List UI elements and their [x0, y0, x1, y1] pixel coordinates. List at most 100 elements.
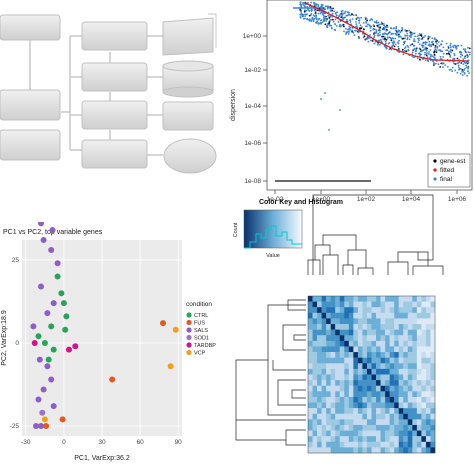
pca-point-ctrl	[35, 333, 42, 340]
heatmap-cell	[326, 408, 331, 414]
heatmap-cell	[416, 374, 422, 381]
heatmap-cell	[407, 335, 413, 342]
disp-point	[332, 20, 335, 23]
heatmap-cell	[403, 436, 408, 442]
heatmap-cell	[416, 363, 422, 370]
disp-point	[448, 69, 451, 71]
disp-point	[340, 16, 343, 19]
disp-point	[420, 50, 423, 52]
heatmap-cell	[398, 391, 404, 398]
heatmap-cell	[321, 380, 327, 386]
pca-point-sals	[35, 396, 42, 403]
heatmap-cell	[321, 368, 327, 375]
disp-point	[370, 39, 372, 42]
disp-point	[300, 9, 303, 12]
heatmap-cell	[371, 318, 377, 325]
heatmap-cell	[366, 352, 372, 358]
heatmap-cell	[398, 301, 404, 308]
heatmap-svg: Color Key and Histogram Count Value	[233, 194, 444, 454]
disp-point	[327, 14, 330, 17]
heatmap-cell	[326, 430, 331, 437]
heatmap-cell	[326, 436, 331, 442]
disp-point	[341, 24, 344, 26]
heatmap-cell	[398, 424, 404, 431]
disp-point	[468, 53, 471, 56]
disp-point	[449, 44, 452, 47]
heatmap-cell	[326, 419, 331, 426]
heatmap-cell	[366, 430, 372, 437]
disp-point	[415, 49, 418, 52]
heatmap-cell	[394, 296, 399, 302]
disp-point	[453, 62, 456, 65]
heatmap-cell	[357, 352, 363, 358]
heatmap-cell	[403, 441, 408, 448]
heatmap-cell	[321, 424, 327, 431]
heatmap-cell	[362, 312, 368, 319]
disp-legend: gene-est fitted final	[427, 153, 471, 188]
disp-point	[340, 10, 343, 13]
heatmap-cell	[394, 352, 399, 358]
heatmap-cell	[344, 363, 350, 370]
pca-point-sals	[36, 356, 43, 363]
disp-point	[405, 50, 407, 53]
disp-point	[436, 43, 438, 45]
heatmap-cell	[425, 368, 431, 375]
heatmap-cell	[412, 335, 418, 342]
heatmap-cell	[376, 357, 381, 364]
heatmap-cell	[353, 363, 359, 370]
heatmap-cell	[312, 424, 318, 431]
heatmap-cell	[380, 312, 386, 319]
heatmap-cell	[380, 436, 386, 442]
heatmap-cell	[312, 408, 318, 414]
heatmap-cell	[330, 424, 336, 431]
heatmap-cell	[326, 307, 331, 314]
heatmap-cell	[412, 436, 418, 442]
heatmap-cell	[412, 318, 418, 325]
disp-xtick-3: 1e+02	[357, 196, 376, 203]
disp-point	[433, 50, 436, 53]
heatmap-cell	[312, 419, 318, 426]
disp-point	[372, 24, 375, 26]
heatmap-cell	[371, 424, 377, 431]
disp-ytick-5: 1e-08	[244, 178, 261, 185]
heatmap-cell	[308, 441, 313, 448]
heatmap-cell	[326, 447, 331, 454]
heatmap-cell	[308, 385, 313, 392]
heatmap-cell	[348, 391, 354, 398]
heatmap-cell	[394, 318, 399, 325]
pca-point-sals	[48, 247, 55, 253]
heatmap-cell	[385, 296, 390, 302]
heatmap-cell	[312, 324, 318, 330]
heatmap-cell	[425, 363, 431, 370]
disp-point	[424, 48, 426, 51]
disp-point	[435, 49, 438, 52]
disp-point	[385, 38, 388, 41]
disp-point	[408, 38, 411, 41]
heatmap-cell	[348, 402, 354, 409]
heatmap-cell	[339, 368, 345, 375]
disp-point	[418, 58, 421, 61]
disp-point	[459, 72, 462, 75]
heatmap-cell	[348, 408, 354, 414]
heatmap-cell	[371, 385, 377, 392]
disp-point	[354, 29, 356, 32]
disp-point	[465, 64, 467, 67]
heatmap-cell	[344, 296, 350, 302]
heatmap-cell	[380, 363, 386, 370]
heatmap-cell	[308, 296, 313, 302]
heatmap-cell	[398, 396, 404, 403]
heatmap-cell	[385, 357, 390, 364]
heatmap-cell	[371, 296, 377, 302]
flow-box-3	[0, 129, 61, 161]
heatmap-cell	[425, 391, 431, 398]
heatmap-cell	[317, 402, 322, 409]
disp-point	[434, 45, 437, 47]
heatmap-cell	[362, 374, 368, 381]
heatmap-cell	[317, 307, 322, 314]
pca-point-vcp	[172, 326, 179, 333]
disp-point	[331, 18, 334, 21]
heatmap-cell	[385, 307, 390, 314]
disp-point	[406, 38, 409, 41]
heatmap-cell	[335, 324, 340, 330]
heatmap-cell	[353, 374, 359, 381]
